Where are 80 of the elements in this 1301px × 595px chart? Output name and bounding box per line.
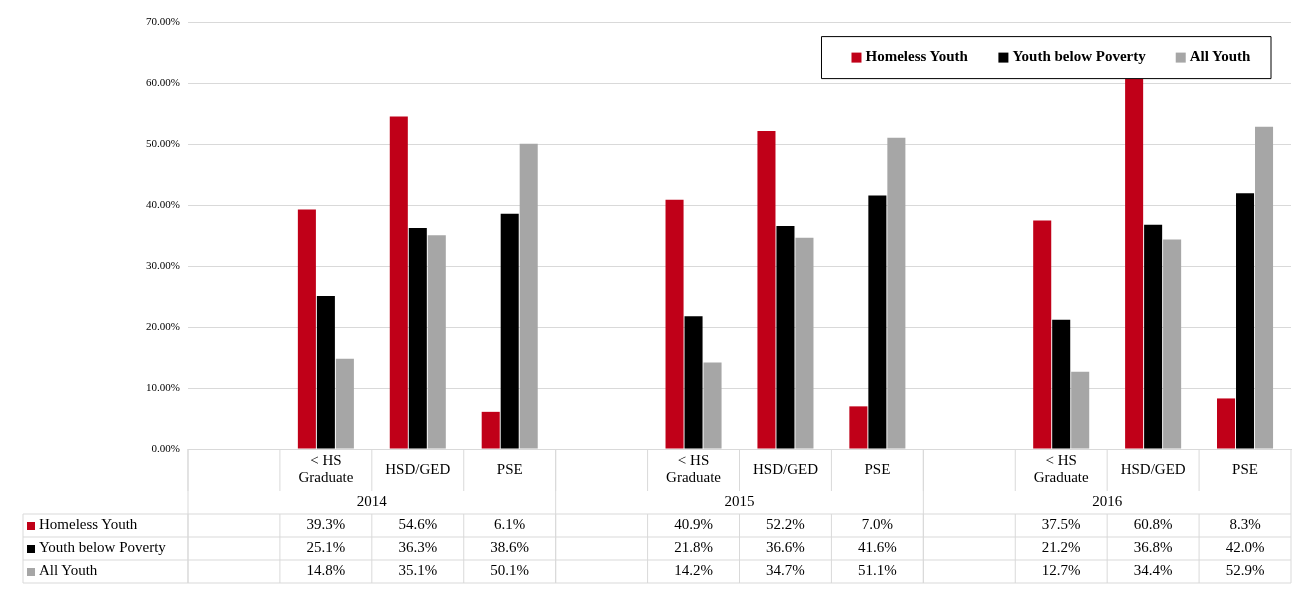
- y-tick-label: 60.00%: [146, 76, 180, 89]
- text: 2014: [356, 493, 388, 510]
- bar: [1033, 220, 1052, 449]
- bar: [665, 199, 684, 449]
- text: Youth below Poverty: [39, 539, 166, 556]
- y-tick-label: 0.00%: [151, 441, 180, 454]
- data-label: 54.6%: [398, 516, 438, 533]
- bar: [389, 116, 408, 449]
- bar: [1071, 371, 1090, 449]
- text: Homeless Youth: [39, 516, 138, 533]
- bar: [427, 235, 446, 449]
- x-tick-label: HSD/GED: [752, 460, 819, 477]
- x-tick-label: PSE: [496, 460, 523, 477]
- data-label: 6.1%: [494, 516, 526, 533]
- data-label: 7.0%: [861, 516, 893, 533]
- x-tick-label: PSE: [1232, 460, 1258, 477]
- data-label: 36.3%: [398, 539, 438, 556]
- data-label: 52.9%: [1225, 562, 1265, 579]
- data-label: 60.8%: [1133, 516, 1173, 533]
- data-label: 35.1%: [398, 562, 438, 579]
- bar: [684, 316, 703, 449]
- text: 2015: [724, 493, 755, 510]
- bar: [795, 237, 814, 449]
- text: All Youth: [39, 562, 98, 579]
- bar: [500, 213, 519, 449]
- bar: [1144, 224, 1163, 449]
- legend-label: All Youth: [1189, 48, 1252, 65]
- bar: [1217, 398, 1236, 449]
- data-label: 21.2%: [1041, 539, 1081, 556]
- bar: [703, 362, 722, 449]
- data-label: 34.4%: [1133, 562, 1173, 579]
- data-label: 34.7%: [766, 562, 805, 579]
- bar: [868, 195, 887, 449]
- bar: [849, 406, 868, 449]
- bar: [887, 137, 906, 449]
- bar: [1125, 78, 1144, 449]
- y-tick-label: 10.00%: [146, 380, 180, 393]
- bar: [297, 209, 316, 449]
- x-tick-label: < HS Graduate: [666, 452, 722, 486]
- text: 2016: [1092, 493, 1123, 510]
- data-label: 8.3%: [1229, 516, 1261, 533]
- bar: [1255, 126, 1274, 449]
- data-label: 38.6%: [490, 539, 530, 556]
- bar: [776, 226, 795, 449]
- bar: [335, 358, 354, 449]
- y-tick-label: 30.00%: [146, 259, 180, 272]
- data-label: 25.1%: [306, 539, 346, 556]
- bar: [1163, 239, 1182, 449]
- y-tick-label: 50.00%: [146, 137, 180, 150]
- data-label: 36.6%: [766, 539, 805, 556]
- bar: [1236, 193, 1255, 449]
- bar: [316, 296, 335, 449]
- data-label: 42.0%: [1225, 539, 1265, 556]
- x-tick-label: HSD/GED: [385, 460, 451, 477]
- data-label: 21.8%: [674, 539, 713, 556]
- legend-label: Homeless Youth: [865, 48, 969, 65]
- bar: [519, 143, 538, 449]
- x-tick-label: < HS Graduate: [1033, 452, 1090, 486]
- bar: [481, 411, 500, 449]
- bar: [1052, 319, 1071, 449]
- x-tick-label: < HS Graduate: [298, 452, 354, 486]
- data-label: 41.6%: [858, 539, 897, 556]
- x-tick-label: PSE: [864, 460, 891, 477]
- data-label: 50.1%: [490, 562, 530, 579]
- y-tick-label: 40.00%: [146, 198, 180, 211]
- data-label: 39.3%: [306, 516, 346, 533]
- bar: [408, 227, 427, 449]
- data-label: 51.1%: [858, 562, 897, 579]
- y-tick-label: 70.00%: [146, 15, 180, 28]
- y-tick-label: 20.00%: [146, 320, 180, 333]
- data-label: 12.7%: [1041, 562, 1081, 579]
- data-label: 14.2%: [674, 562, 713, 579]
- data-label: 37.5%: [1041, 516, 1081, 533]
- data-label: 36.8%: [1133, 539, 1173, 556]
- legend-label: Youth below Poverty: [1012, 48, 1147, 65]
- data-label: 52.2%: [766, 516, 805, 533]
- bar: [757, 131, 776, 449]
- data-label: 14.8%: [306, 562, 346, 579]
- x-tick-label: HSD/GED: [1120, 460, 1186, 477]
- data-label: 40.9%: [674, 516, 713, 533]
